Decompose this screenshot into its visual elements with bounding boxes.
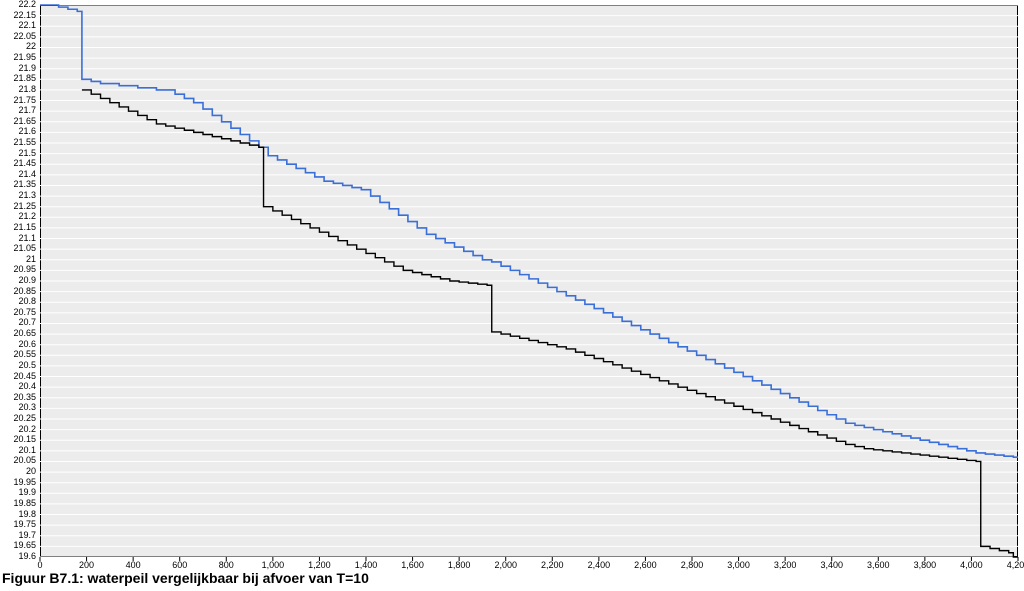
x-tick-label: 4,200 bbox=[1003, 561, 1024, 570]
y-tick-label: 20.6 bbox=[4, 340, 36, 349]
y-tick-label: 19.8 bbox=[4, 510, 36, 519]
y-tick-label: 21.6 bbox=[4, 127, 36, 136]
x-tick-label: 2,400 bbox=[584, 561, 614, 570]
y-tick-label: 19.65 bbox=[4, 541, 36, 550]
y-tick-label: 21 bbox=[4, 255, 36, 264]
y-tick-label: 21.95 bbox=[4, 53, 36, 62]
y-tick-label: 20.15 bbox=[4, 435, 36, 444]
y-tick-label: 20.5 bbox=[4, 361, 36, 370]
y-tick-label: 21.4 bbox=[4, 170, 36, 179]
chart: 19.619.6519.719.7519.819.8519.919.952020… bbox=[40, 5, 1018, 557]
x-tick-label: 200 bbox=[72, 561, 102, 570]
y-tick-label: 20.75 bbox=[4, 308, 36, 317]
x-tick-label: 2,200 bbox=[537, 561, 567, 570]
x-tick-label: 600 bbox=[165, 561, 195, 570]
x-tick-label: 800 bbox=[211, 561, 241, 570]
y-tick-label: 20.95 bbox=[4, 265, 36, 274]
y-tick-label: 20.7 bbox=[4, 318, 36, 327]
y-tick-label: 20 bbox=[4, 467, 36, 476]
y-tick-label: 19.95 bbox=[4, 478, 36, 487]
y-tick-label: 21.65 bbox=[4, 117, 36, 126]
x-tick-label: 3,200 bbox=[770, 561, 800, 570]
x-tick-label: 3,600 bbox=[863, 561, 893, 570]
y-tick-label: 21.75 bbox=[4, 96, 36, 105]
figure-container: 19.6 19.6519.7 19.7519.8 19.85 19.919.95 20 20… bbox=[0, 0, 1024, 591]
figure-caption: Figuur B7.1: waterpeil vergelijkbaar bij… bbox=[2, 570, 369, 586]
y-tick-label: 19.85 bbox=[4, 499, 36, 508]
y-tick-label: 21.1 bbox=[4, 234, 36, 243]
y-tick-label: 20.1 bbox=[4, 446, 36, 455]
plot-svg bbox=[40, 5, 1018, 557]
x-tick-label: 400 bbox=[118, 561, 148, 570]
y-tick-label: 20.9 bbox=[4, 276, 36, 285]
y-tick-label: 21.9 bbox=[4, 64, 36, 73]
y-tick-label: 22.2 bbox=[4, 0, 36, 9]
y-tick-label: 21.7 bbox=[4, 106, 36, 115]
y-tick-label: 20.4 bbox=[4, 382, 36, 391]
x-tick-label: 3,800 bbox=[910, 561, 940, 570]
y-tick-label: 19.7 bbox=[4, 531, 36, 540]
x-tick-label: 1,200 bbox=[304, 561, 334, 570]
y-tick-label: 20.05 bbox=[4, 456, 36, 465]
y-tick-label: 20.85 bbox=[4, 287, 36, 296]
y-tick-label: 20.8 bbox=[4, 297, 36, 306]
y-tick-label: 22.05 bbox=[4, 32, 36, 41]
y-tick-label: 22.15 bbox=[4, 11, 36, 20]
y-tick-label: 20.35 bbox=[4, 393, 36, 402]
y-tick-label: 21.8 bbox=[4, 85, 36, 94]
x-tick-label: 1,600 bbox=[398, 561, 428, 570]
x-tick-label: 1,400 bbox=[351, 561, 381, 570]
x-tick-label: 1,000 bbox=[258, 561, 288, 570]
y-tick-label: 20.25 bbox=[4, 414, 36, 423]
y-tick-label: 19.9 bbox=[4, 488, 36, 497]
y-tick-label: 21.05 bbox=[4, 244, 36, 253]
x-tick-label: 4,000 bbox=[956, 561, 986, 570]
y-tick-label: 21.2 bbox=[4, 212, 36, 221]
y-tick-label: 21.85 bbox=[4, 74, 36, 83]
y-tick-label: 21.45 bbox=[4, 159, 36, 168]
x-tick-label: 2,800 bbox=[677, 561, 707, 570]
y-tick-label: 20.55 bbox=[4, 350, 36, 359]
y-tick-label: 19.6 bbox=[4, 552, 36, 561]
x-tick-label: 3,400 bbox=[817, 561, 847, 570]
y-tick-label: 21.35 bbox=[4, 180, 36, 189]
y-tick-label: 22.1 bbox=[4, 21, 36, 30]
series-blue bbox=[40, 5, 1018, 457]
y-tick-label: 21.55 bbox=[4, 138, 36, 147]
y-tick-label: 22 bbox=[4, 42, 36, 51]
y-tick-label: 20.45 bbox=[4, 372, 36, 381]
y-tick-label: 19.75 bbox=[4, 520, 36, 529]
y-tick-label: 20.2 bbox=[4, 425, 36, 434]
y-tick-label: 20.3 bbox=[4, 403, 36, 412]
x-tick-label: 0 bbox=[25, 561, 55, 570]
y-tick-label: 20.65 bbox=[4, 329, 36, 338]
x-tick-label: 3,000 bbox=[724, 561, 754, 570]
x-tick-label: 1,800 bbox=[444, 561, 474, 570]
y-tick-label: 21.5 bbox=[4, 149, 36, 158]
y-tick-label: 21.3 bbox=[4, 191, 36, 200]
x-tick-label: 2,000 bbox=[491, 561, 521, 570]
x-tick-label: 2,600 bbox=[630, 561, 660, 570]
y-tick-label: 21.15 bbox=[4, 223, 36, 232]
y-tick-label: 21.25 bbox=[4, 202, 36, 211]
